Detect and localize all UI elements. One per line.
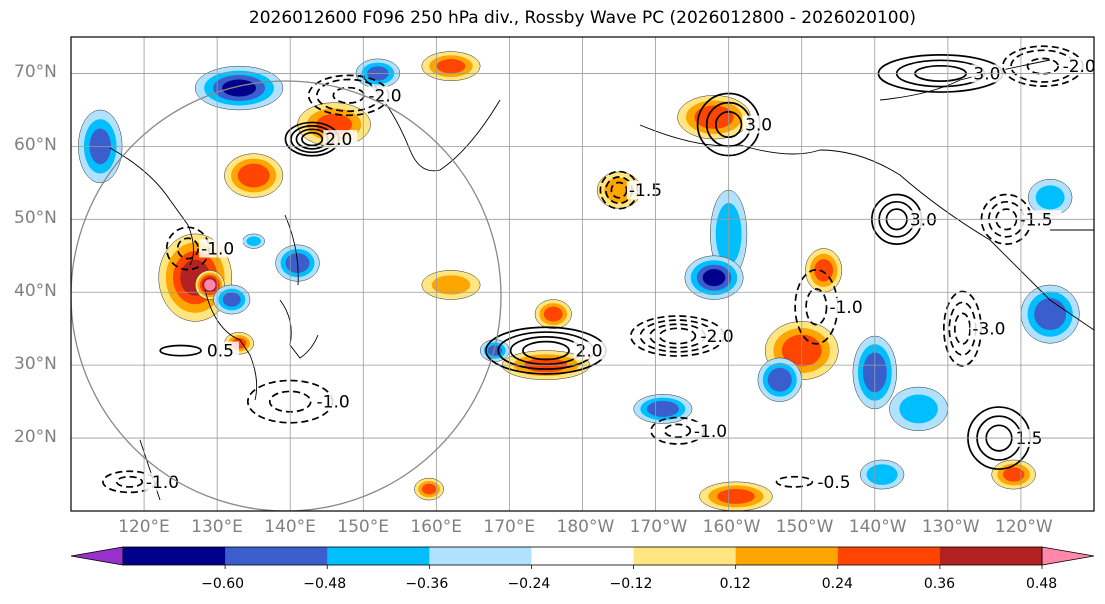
y-tick-label: 30°N	[14, 354, 57, 375]
x-tick-label: 130°E	[191, 517, 243, 537]
rossby-contour-group: -1.0	[165, 226, 244, 271]
contour-label: 3.0	[745, 116, 772, 136]
colorbar-max-extend	[1041, 546, 1095, 566]
contour-label: -2.0	[368, 86, 401, 106]
contour-label: 1.5	[1015, 429, 1042, 449]
divergence-blob	[479, 339, 510, 362]
colorbar-min-extend	[70, 546, 124, 566]
contour-label: -1.0	[146, 473, 179, 493]
divergence-blob	[224, 153, 284, 198]
divergence-blob	[242, 233, 265, 249]
x-tick-label: 140°W	[848, 517, 907, 537]
colorbar-segment	[327, 547, 430, 565]
divergence-blob	[633, 394, 693, 424]
contour-label: -2.0	[701, 327, 734, 347]
contour-label: -1.5	[1019, 210, 1052, 230]
y-tick-label: 70°N	[14, 62, 57, 83]
x-tick-label: 160°W	[702, 517, 761, 537]
y-tick-label: 20°N	[14, 427, 57, 448]
rossby-contour-group: -1.0	[246, 379, 359, 424]
rossby-contour-group: -2.0	[629, 315, 743, 357]
divergence-blob	[213, 284, 251, 315]
divergence-blob	[684, 255, 744, 300]
x-tick-label: 170°E	[483, 517, 536, 537]
colorbar-tick-label: 0.48	[1026, 576, 1058, 592]
colorbar-tick-label: −0.48	[303, 576, 347, 592]
contour-label: -3.0	[972, 320, 1005, 340]
colorbar-tick-label: 0.36	[923, 576, 956, 592]
divergence-blob	[677, 95, 751, 140]
divergence-blob	[421, 270, 481, 300]
plot-frame	[70, 36, 1095, 512]
contour-label: 2.0	[325, 130, 352, 150]
colorbar-segment	[837, 547, 941, 565]
divergence-blob	[421, 51, 481, 82]
rossby-contour-group: -1.5	[599, 170, 671, 210]
x-tick-label: 150°E	[337, 517, 389, 537]
x-tick-label: 120°W	[994, 517, 1053, 537]
contour-label: -1.5	[629, 181, 662, 201]
x-tick-label: 180°W	[556, 517, 615, 537]
lat-lon-grid	[71, 37, 1094, 511]
colorbar-segment	[939, 547, 1043, 565]
divergence-blob	[757, 357, 802, 402]
divergence-fills	[78, 51, 1080, 511]
rossby-contour-group: -1.0	[794, 268, 872, 345]
rossby-contour-group: 2.0	[284, 121, 358, 157]
divergence-blob	[699, 481, 773, 511]
x-tick-label: 120°E	[118, 517, 170, 537]
colorbar-tick-label: −0.36	[405, 576, 449, 592]
colorbar-tick-label: −0.12	[609, 576, 653, 592]
x-tick-label: 150°W	[775, 517, 834, 537]
y-tick-label: 50°N	[14, 208, 57, 229]
divergence-blob	[194, 65, 284, 111]
colorbar-segment	[429, 547, 532, 565]
rossby-contour-group: -0.5	[775, 472, 860, 493]
divergence-blob	[889, 386, 949, 432]
coastlines	[109, 59, 1094, 501]
colorbar-segment	[123, 547, 226, 565]
y-tick-label: 40°N	[14, 281, 57, 302]
colorbar-segment	[225, 547, 328, 565]
x-tick-label: 130°W	[921, 517, 980, 537]
divergence-blob	[991, 459, 1036, 490]
rossby-contour-group: -1.0	[102, 470, 188, 494]
contour-label: 2.0	[576, 342, 603, 362]
divergence-blob	[1027, 178, 1073, 216]
colorbar-segment	[633, 547, 737, 565]
rossby-contour-group: -2.0	[1001, 45, 1096, 87]
contour-label: -2.0	[1063, 57, 1096, 77]
chart-title: 2026012600 F096 250 hPa div., Rossby Wav…	[248, 8, 917, 28]
colorbar-tick-label: −0.24	[507, 576, 551, 592]
contour-label: -1.0	[829, 298, 862, 318]
colorbar-outline	[122, 546, 1043, 566]
contour-label: -1.0	[201, 239, 234, 259]
rossby-wave-contours: 2.0 2.0 3.0 3.0 3.0 1.5 0.5 -2.0 -2.0 -1.0 -1.0 -1.…	[102, 45, 1096, 494]
x-tick-label: 140°E	[264, 517, 316, 537]
colorbar-segment	[735, 547, 839, 565]
divergence-blob	[596, 171, 642, 209]
colorbar-tick-label: 0.24	[821, 576, 853, 592]
contour-label: 0.5	[207, 342, 234, 362]
y-tick-label: 60°N	[14, 135, 57, 156]
contour-label: 3.0	[910, 210, 937, 230]
range-circle	[71, 80, 502, 511]
divergence-blob	[414, 477, 444, 501]
colorbar-tick-label: 0.12	[719, 576, 751, 592]
colorbar-segment	[531, 547, 635, 565]
colorbar-tick-label: −0.60	[201, 576, 245, 592]
contour-label: 3.0	[973, 64, 1000, 84]
x-tick-label: 170°W	[629, 517, 688, 537]
rossby-contour-group: -1.0	[650, 416, 736, 445]
contour-label: -1.0	[317, 393, 350, 413]
contour-label: -1.0	[694, 422, 727, 442]
divergence-blob	[859, 459, 905, 490]
colorbar	[70, 546, 1095, 569]
divergence-blob	[534, 299, 572, 329]
rossby-contour-group: -3.0	[942, 290, 1015, 367]
x-tick-label: 160°E	[410, 517, 463, 537]
contour-label: -0.5	[817, 473, 850, 493]
rossby-contour-group: 0.5	[159, 341, 239, 362]
